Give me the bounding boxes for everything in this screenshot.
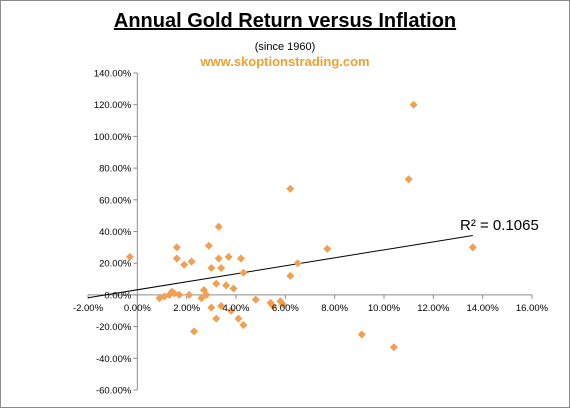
data-point [227,306,236,315]
data-point [404,175,413,184]
data-point [207,263,216,272]
data-point [197,294,206,303]
y-tick-label: 100.00% [94,132,132,143]
y-tick-label: 0.00% [104,290,131,301]
data-point [185,290,194,299]
data-point [293,259,302,268]
data-point [251,295,260,304]
data-point [187,257,196,266]
y-tick-label: 60.00% [99,195,132,206]
data-point [234,314,243,323]
x-tick-label: 16.00% [516,303,549,314]
x-tick-label: -2.00% [73,303,104,314]
data-point [180,260,189,269]
y-tick-label: 120.00% [94,100,132,111]
x-tick-label: 10.00% [368,303,401,314]
data-point [239,321,248,330]
data-point [214,254,223,263]
data-point [357,330,366,339]
data-point [229,284,238,293]
data-point [236,254,245,263]
x-tick-label: 2.00% [173,303,200,314]
chart-title: Annual Gold Return versus Inflation [113,10,457,32]
data-point [202,290,211,299]
data-point [212,314,221,323]
data-point [214,222,223,231]
data-point [217,301,226,310]
data-point [172,243,181,252]
tick-labels: 140.00% 120.00% 100.00% 80.00% 60.00% 40.00% 2… [73,69,549,397]
data-point [286,271,295,280]
data-point [239,268,248,277]
data-point [125,252,134,261]
data-point [409,100,418,109]
data-point [212,279,221,288]
data-point [286,184,295,193]
r-squared-label: R² = 0.1065 [460,217,539,234]
x-tick-label: 4.00% [223,303,250,314]
trendline-group: R² = 0.1065 [87,217,539,299]
data-point [468,243,477,252]
data-point [175,290,184,299]
data-point [190,327,199,336]
data-point [389,343,398,352]
y-tick-label: 20.00% [99,259,132,270]
data-point [269,301,277,310]
data-point [217,263,226,272]
x-tick-label: 14.00% [467,303,500,314]
x-tick-label: 6.00% [272,303,299,314]
trendline [87,234,473,299]
y-tick-label: -20.00% [96,322,132,333]
x-tick-label: 8.00% [321,303,348,314]
data-point [224,252,233,261]
chart-subtitle: (since 1960) [254,41,316,53]
y-tick-label: 80.00% [99,164,132,175]
x-tick-label: 0.00% [124,303,151,314]
y-tick-label: -60.00% [96,386,132,397]
axes [87,72,533,391]
data-point [204,241,213,250]
data-point [172,254,181,263]
x-tick-label: 12.00% [417,303,450,314]
website-watermark: www.skoptionstrading.com [200,54,370,69]
data-point [323,244,332,253]
data-point [222,281,231,290]
data-points [125,100,477,352]
data-point [278,300,287,309]
y-tick-label: 40.00% [99,227,132,238]
data-point [207,303,216,312]
y-tick-label: 140.00% [94,69,132,80]
y-tick-label: -40.00% [96,354,132,365]
